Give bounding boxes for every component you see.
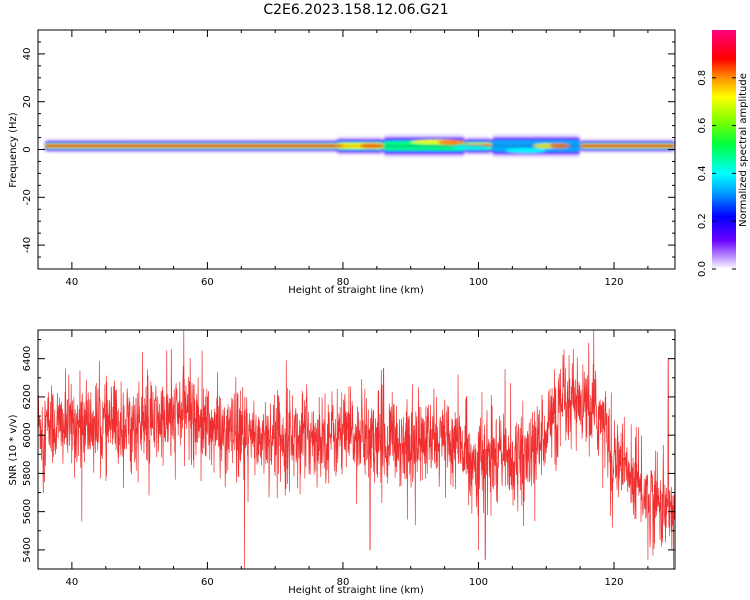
snr-xtick-label: 40 [66, 577, 79, 588]
colorbar-tick-label: 0.8 [697, 70, 708, 86]
snr-xtick-label: 80 [337, 577, 350, 588]
colorbar-ticks: 0.0 0.2 0.4 0.6 0.8 [697, 70, 736, 277]
spectrogram-blob [505, 148, 547, 154]
spectrogram-xtick-label: 100 [469, 277, 488, 288]
spectrogram-ytick-label: 0 [22, 146, 33, 152]
snr-xtick-label: 60 [201, 577, 214, 588]
spectrogram-ytick-label: 40 [22, 48, 33, 61]
spectrogram-heatmap [44, 133, 675, 158]
spectrogram-ylabel: Frequency (Hz) [8, 112, 19, 188]
snr-ytick-label: 6000 [22, 422, 33, 447]
snr-xtick-label: 120 [604, 577, 623, 588]
spectrogram-ticks: 40 60 80 100 120 -40 -20 0 20 40 [22, 30, 675, 288]
spectrogram-xtick-label: 80 [337, 277, 350, 288]
spectrogram-xtick-label: 60 [201, 277, 214, 288]
spectrogram-ytick-label: 20 [22, 95, 33, 108]
spectrogram-xlabel: Height of straight line (km) [288, 285, 424, 296]
snr-panel: 40 60 80 100 120 5400 5600 5800 6000 6200 6400 Hei… [8, 329, 676, 596]
colorbar-gradient [712, 30, 736, 269]
spectrogram-ytick-label: -20 [22, 189, 33, 205]
colorbar-tick-label: 0.2 [697, 213, 708, 229]
spectrogram-panel: 40 60 80 100 120 -40 -20 0 20 40 Height of straig… [8, 29, 676, 296]
spectrogram-blob [437, 139, 465, 145]
colorbar-label: Normalized spectral amplitude [738, 73, 749, 227]
snr-ticks: 40 60 80 100 120 5400 5600 5800 6000 6200 6400 [22, 330, 675, 588]
colorbar-tick-label: 0.4 [697, 165, 708, 181]
colorbar-tick-label: 0.0 [697, 261, 708, 277]
snr-ytick-label: 5600 [22, 499, 33, 524]
snr-series-line [38, 330, 675, 569]
snr-ytick-label: 6200 [22, 384, 33, 409]
spectrogram-xtick-label: 120 [604, 277, 623, 288]
colorbar: 0.0 0.2 0.4 0.6 0.8 Normalized spectral ampl… [697, 30, 749, 277]
snr-ytick-label: 5800 [22, 461, 33, 486]
snr-ylabel: SNR (10 * v/v) [8, 414, 19, 485]
snr-ytick-label: 5400 [22, 537, 33, 562]
figure-title: C2E6.2023.158.12.06.G21 [263, 2, 448, 18]
snr-xtick-label: 100 [469, 577, 488, 588]
colorbar-tick-label: 0.6 [697, 118, 708, 134]
snr-xlabel: Height of straight line (km) [288, 585, 424, 596]
spectrogram-ytick-label: -40 [22, 237, 33, 253]
snr-axes-frame [37, 329, 676, 570]
snr-ytick-label: 6400 [22, 346, 33, 371]
spectrogram-xtick-label: 40 [66, 277, 79, 288]
spectrogram-blob [451, 144, 493, 150]
